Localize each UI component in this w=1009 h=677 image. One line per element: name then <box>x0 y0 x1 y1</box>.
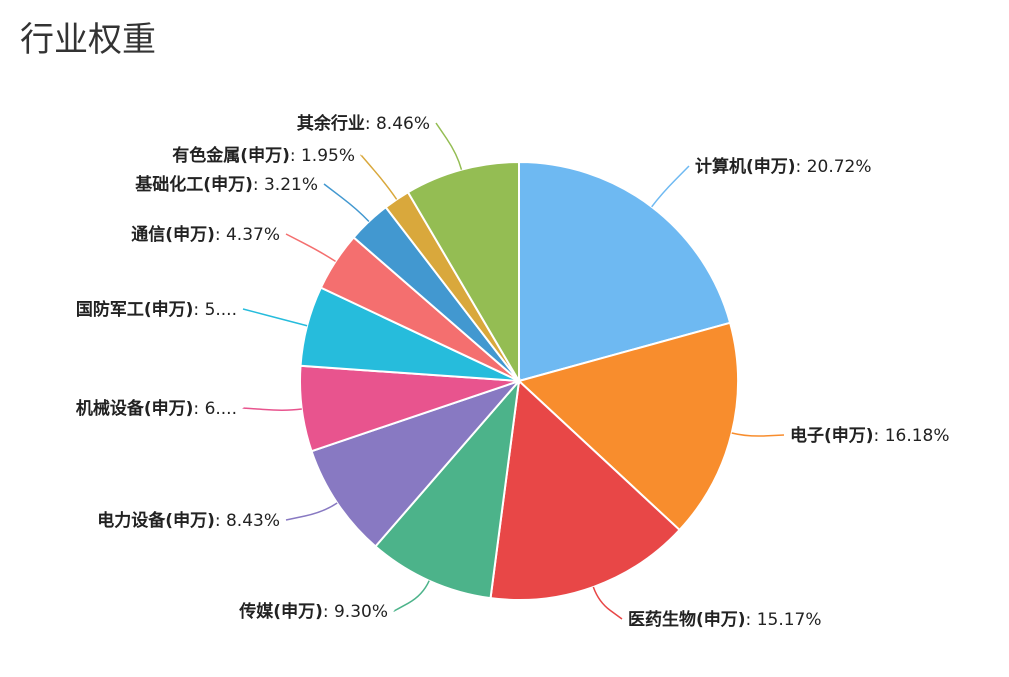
leader-line <box>242 308 308 327</box>
slice-label-value: 16.18% <box>885 426 950 446</box>
leader-lines <box>242 122 785 620</box>
slice-label: 国防军工(申万): 5.... <box>76 299 237 320</box>
slice-labels: 计算机(申万): 20.72% 电子(申万): 16.18% 医药生物(申万): 1… <box>76 113 950 630</box>
slice-label: 机械设备(申万): 6.... <box>76 398 237 419</box>
pie-slice[interactable] <box>374 377 521 600</box>
slice-label-separator: : <box>323 602 334 622</box>
slice-label-separator: : <box>215 225 226 245</box>
leader-line <box>651 165 690 208</box>
slice-label-value: 8.46% <box>376 114 430 134</box>
slice-label-value: 6.... <box>205 399 237 419</box>
slice-label: 通信(申万): 4.37% <box>131 224 280 245</box>
slice-label-name: 有色金属(申万) <box>172 145 290 166</box>
slice-label-name: 传媒(申万) <box>238 601 323 622</box>
leader-line <box>393 580 430 612</box>
slice-label-name: 医药生物(申万) <box>628 609 746 630</box>
slice-label-separator: : <box>253 175 264 195</box>
pie-slice[interactable] <box>406 160 520 385</box>
slice-label: 医药生物(申万): 15.17% <box>628 609 822 630</box>
pie-slice[interactable] <box>310 378 523 548</box>
slice-label: 电子(申万): 16.18% <box>790 425 950 446</box>
slice-label-name: 电力设备(申万) <box>97 510 215 531</box>
slice-label-separator: : <box>796 157 807 177</box>
slice-label-name: 其余行业 <box>297 113 365 134</box>
slice-label-name: 电子(申万) <box>790 425 874 446</box>
slice-label-value: 1.95% <box>301 146 355 166</box>
slice-label-value: 5.... <box>205 300 237 320</box>
leader-line <box>285 233 336 263</box>
slice-label-name: 基础化工(申万) <box>134 174 253 195</box>
slice-label-value: 9.30% <box>334 602 388 622</box>
slice-label: 传媒(申万): 9.30% <box>238 601 388 622</box>
page-title: 行业权重 <box>20 20 156 60</box>
pie-slices <box>299 160 739 601</box>
leader-line <box>731 432 785 437</box>
slice-label-separator: : <box>193 300 204 320</box>
slice-label-separator: : <box>215 511 226 531</box>
slice-label-name: 通信(申万) <box>131 224 215 245</box>
slice-label-separator: : <box>193 399 204 419</box>
slice-label: 其余行业: 8.46% <box>297 113 430 134</box>
leader-line <box>242 407 302 411</box>
pie-slice[interactable] <box>517 321 739 532</box>
slice-label-separator: : <box>365 114 376 134</box>
leader-line <box>435 122 463 170</box>
slice-label-separator: : <box>874 426 885 446</box>
slice-label-name: 计算机(申万) <box>695 156 796 177</box>
slice-label-separator: : <box>290 146 301 166</box>
leader-line <box>592 586 623 620</box>
leader-line <box>360 154 398 200</box>
slice-label: 基础化工(申万): 3.21% <box>134 174 318 195</box>
slice-label-separator: : <box>746 610 757 630</box>
slice-label-name: 机械设备(申万) <box>76 398 194 419</box>
slice-label-value: 8.43% <box>226 511 280 531</box>
slice-label-value: 15.17% <box>757 610 822 630</box>
slice-label-name: 国防军工(申万) <box>76 299 194 320</box>
leader-line <box>323 183 370 223</box>
slice-label: 电力设备(申万): 8.43% <box>97 510 280 531</box>
leader-line <box>285 502 338 521</box>
slice-label-value: 20.72% <box>807 157 872 177</box>
slice-label: 有色金属(申万): 1.95% <box>172 145 355 166</box>
pie-slice[interactable] <box>489 378 681 601</box>
slice-label-value: 4.37% <box>226 225 280 245</box>
pie-slice[interactable] <box>518 160 732 383</box>
slice-label-value: 3.21% <box>264 175 318 195</box>
slice-label: 计算机(申万): 20.72% <box>695 156 872 177</box>
